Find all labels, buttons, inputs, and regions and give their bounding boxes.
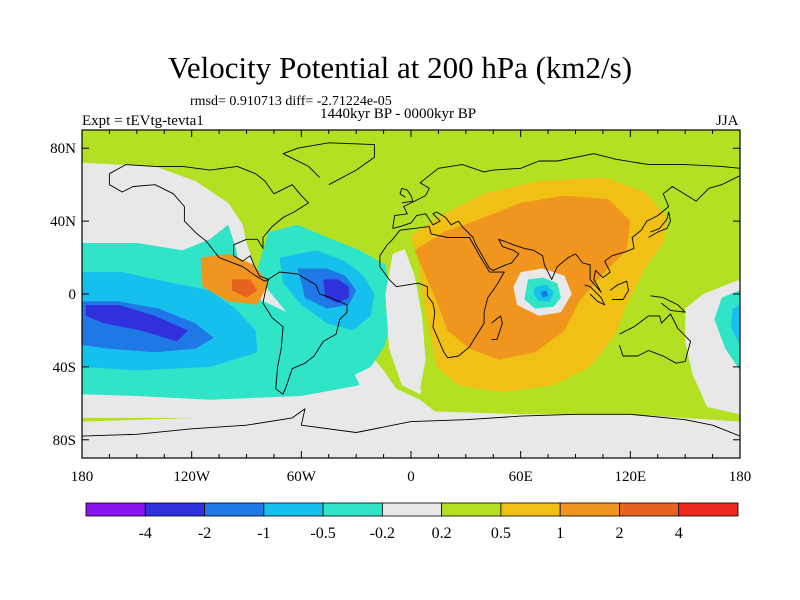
experiment-label: Expt = tEVtg-tevta1 — [82, 113, 204, 129]
coast-borneo — [609, 280, 629, 300]
colorbar-swatch-1 — [144, 502, 205, 517]
colorbar-swatch-0 — [85, 502, 146, 517]
colorbar-label: -0.2 — [370, 525, 395, 542]
chart-title: Velocity Potential at 200 hPa (km2/s) — [167, 50, 633, 85]
colorbar-swatch-9 — [619, 502, 680, 517]
contour-band-pos2-east-pacific — [231, 279, 258, 298]
contour-band-neg05-dateline — [730, 304, 740, 345]
colorbar-label: -4 — [139, 525, 152, 542]
colorbar-label: -2 — [198, 525, 211, 542]
x-tick-label: 60W — [287, 469, 317, 485]
colorbar-label: 1 — [556, 525, 564, 542]
colorbar-swatch-4 — [322, 502, 383, 517]
coast-greenland — [282, 142, 375, 186]
coast-north-america — [108, 164, 310, 282]
x-tick-label: 180 — [71, 469, 94, 485]
coastlines — [82, 142, 740, 437]
stats-line: rmsd= 0.910713 diff= -2.71224e-05 — [190, 94, 392, 109]
contour-band-neg2-central-pacific — [85, 304, 188, 342]
x-tick-label: 0 — [407, 469, 415, 485]
y-tick-label: 0 — [69, 287, 77, 303]
colorbar-label: 4 — [675, 525, 683, 542]
y-tick-label: 40S — [53, 360, 76, 376]
colorbar-label: -0.5 — [310, 525, 335, 542]
contour-fill-layer — [82, 130, 740, 458]
coast-sumatra — [584, 284, 606, 306]
x-tick-label: 120W — [173, 469, 211, 485]
colorbar-swatch-8 — [559, 502, 620, 517]
coast-australia — [618, 313, 692, 364]
colorbar-swatch-5 — [381, 502, 443, 517]
x-tick-label: 60E — [509, 469, 533, 485]
colorbar-swatch-10 — [678, 502, 739, 517]
season-label: JJA — [716, 113, 739, 129]
y-tick-label: 80N — [50, 141, 76, 157]
colorbar-swatch-7 — [500, 502, 561, 517]
coast-africa — [379, 226, 505, 359]
coast-uk — [399, 187, 414, 204]
coast-japan — [648, 211, 671, 238]
colorbar-swatch-3 — [263, 502, 324, 517]
x-tick-label: 180 — [729, 469, 752, 485]
y-tick-label: 80S — [53, 433, 76, 449]
colorbar-label: -1 — [257, 525, 270, 542]
colorbar-swatch-2 — [204, 502, 265, 517]
coast-south-america — [262, 271, 348, 395]
colorbar-swatch-6 — [441, 502, 502, 517]
colorbar-label: 0.5 — [491, 525, 511, 542]
x-tick-label: 120E — [614, 469, 646, 485]
colorbar: -4 -2 -1 -0.5 -0.2 0.2 0.5 1 2 4 — [85, 502, 739, 542]
colorbar-label: 2 — [615, 525, 623, 542]
contour-neutral-south — [82, 410, 740, 458]
axis-ticks: 180 120W 60W 0 60E 120E 180 80N 40N 0 40S 80S — [50, 130, 751, 485]
coast-new-guinea — [650, 295, 686, 313]
coast-antarctica — [82, 408, 740, 437]
period-label: 1440kyr BP - 0000kyr BP — [320, 106, 477, 122]
contour-band-neg1-indian — [540, 290, 549, 298]
coast-madagascar — [491, 315, 503, 341]
y-tick-label: 40N — [50, 214, 76, 230]
coast-eurasia — [392, 153, 740, 293]
colorbar-label: 0.2 — [432, 525, 452, 542]
